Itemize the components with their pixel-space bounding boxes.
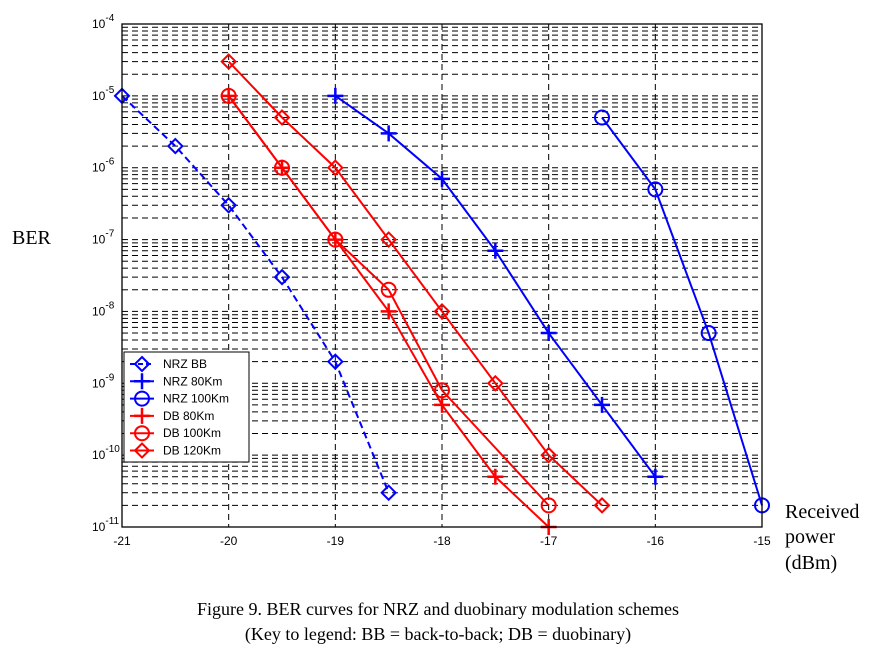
x-tick-label: -21 bbox=[113, 534, 131, 548]
y-tick-label: 10-8 bbox=[92, 300, 115, 318]
axis-ticks: -21 -20 -19 -18 -17 -16 -15 10-4 10-5 10-6 10-7 10-… bbox=[92, 13, 771, 548]
legend-marker bbox=[134, 373, 150, 390]
data-point-nrz-100km bbox=[700, 325, 717, 342]
caption-line-1: Figure 9. BER curves for NRZ and duobina… bbox=[197, 599, 679, 619]
legend-label: DB 100Km bbox=[163, 426, 221, 440]
y-tick-label: 10-5 bbox=[92, 85, 115, 103]
data-point-db-100km bbox=[274, 159, 290, 176]
series-db-100km bbox=[220, 87, 557, 514]
legend-marker bbox=[134, 425, 150, 442]
data-point-nrz-80km bbox=[327, 87, 344, 104]
caption-line-2: (Key to legend: BB = back-to-back; DB = … bbox=[245, 624, 631, 645]
data-point-db-120km bbox=[326, 159, 344, 177]
legend-marker bbox=[133, 355, 151, 373]
x-tick-label: -17 bbox=[540, 534, 558, 548]
data-point-nrz-80km bbox=[434, 170, 450, 187]
legend-label: DB 120Km bbox=[163, 444, 221, 458]
x-axis-label-3: (dBm) bbox=[785, 552, 837, 574]
series-line-db-120km bbox=[227, 60, 603, 507]
data-point-db-120km bbox=[486, 374, 504, 392]
data-point-nrz-80km bbox=[594, 396, 610, 413]
y-tick-label: 10-11 bbox=[92, 516, 120, 534]
y-tick-label: 10-4 bbox=[92, 13, 115, 31]
data-point-db-100km bbox=[327, 231, 344, 248]
series-nrz-80km bbox=[327, 87, 664, 485]
series-group bbox=[113, 53, 770, 535]
data-point-nrz-100km bbox=[647, 181, 664, 198]
x-tick-label: -18 bbox=[433, 534, 451, 548]
data-point-db-100km bbox=[380, 281, 397, 298]
legend-marker bbox=[134, 390, 150, 407]
data-point-db-120km bbox=[220, 53, 238, 70]
x-tick-label: -19 bbox=[327, 534, 345, 548]
x-tick-label: -15 bbox=[753, 534, 771, 548]
data-point-nrz-bb bbox=[273, 268, 291, 286]
data-point-nrz-bb bbox=[380, 484, 398, 502]
legend-marker bbox=[134, 407, 150, 424]
data-point-db-80km bbox=[434, 396, 450, 413]
series-db-120km bbox=[220, 53, 611, 514]
data-point-nrz-100km bbox=[594, 109, 610, 126]
data-point-nrz-80km bbox=[647, 468, 664, 485]
data-point-db-120km bbox=[273, 109, 291, 126]
y-tick-label: 10-6 bbox=[92, 157, 115, 175]
x-axis-label-1: Received bbox=[785, 501, 859, 523]
data-point-nrz-80km bbox=[540, 325, 557, 342]
data-point-nrz-80km bbox=[380, 125, 397, 142]
legend-label: NRZ BB bbox=[163, 357, 207, 371]
legend-box bbox=[123, 351, 250, 463]
data-point-db-80km bbox=[487, 468, 504, 485]
data-point-db-100km bbox=[540, 497, 557, 514]
grid bbox=[122, 24, 762, 527]
plot-frame bbox=[121, 23, 763, 528]
data-point-nrz-bb bbox=[166, 137, 184, 155]
legend-marker bbox=[133, 442, 151, 459]
x-axis-label-2: power bbox=[785, 526, 835, 548]
data-point-db-120km bbox=[433, 303, 451, 320]
data-point-db-120km bbox=[380, 231, 398, 248]
x-tick-label: -16 bbox=[647, 534, 665, 548]
legend: NRZ BB NRZ 80Km NRZ 100Km DB 80Km DB 100Km DB… bbox=[123, 351, 250, 463]
series-line-nrz-100km bbox=[601, 116, 763, 506]
y-tick-label: 10-7 bbox=[92, 229, 115, 247]
data-point-db-120km bbox=[593, 496, 611, 514]
y-axis-label: BER bbox=[12, 227, 52, 249]
data-point-db-80km bbox=[380, 303, 397, 320]
series-line-db-100km bbox=[227, 95, 550, 507]
legend-label: NRZ 80Km bbox=[163, 374, 222, 388]
y-tick-label: 10-10 bbox=[92, 444, 120, 462]
data-point-db-100km bbox=[220, 87, 237, 104]
y-tick-label: 10-9 bbox=[92, 372, 115, 390]
x-tick-label: -20 bbox=[220, 534, 238, 548]
legend-label: NRZ 100Km bbox=[163, 392, 229, 406]
data-point-nrz-bb bbox=[220, 196, 238, 214]
data-point-db-100km bbox=[434, 382, 450, 399]
data-point-db-120km bbox=[540, 446, 558, 464]
data-point-nrz-bb bbox=[326, 353, 344, 371]
series-line-nrz-bb bbox=[121, 95, 390, 494]
data-point-nrz-80km bbox=[487, 242, 504, 259]
legend-label: DB 80Km bbox=[163, 409, 214, 423]
